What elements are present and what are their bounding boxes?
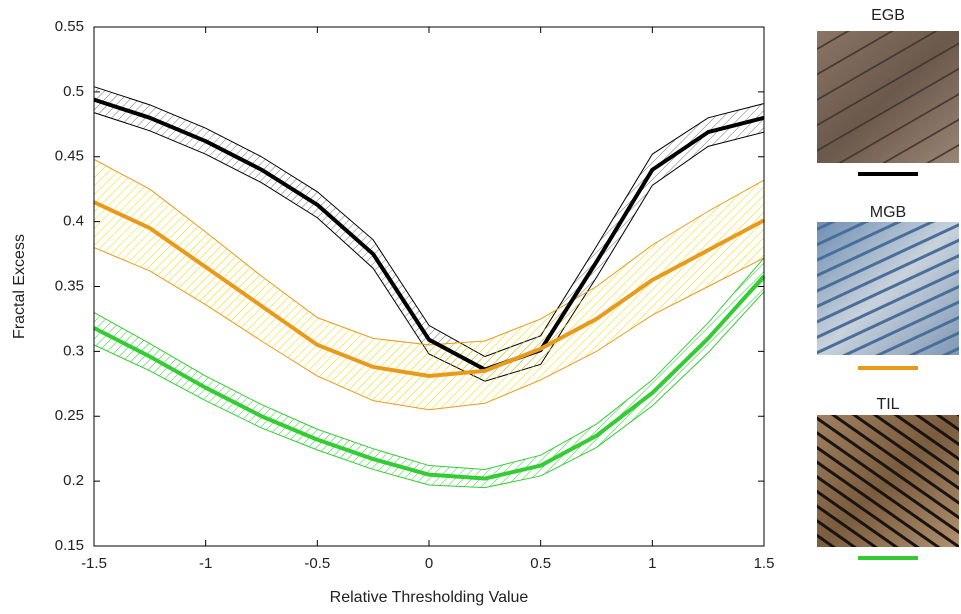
x-tick-label: 1.5 (754, 555, 775, 572)
series-line (93, 200, 765, 379)
band (94, 86, 764, 382)
band (94, 257, 764, 488)
band-edge (93, 291, 765, 489)
band-edge (93, 257, 765, 470)
band-edge (93, 86, 765, 358)
y-tick-label: 0.25 (55, 407, 84, 424)
y-tick-label: 0.5 (63, 83, 84, 100)
x-tick-label: 0 (425, 555, 433, 572)
x-tick-label: 0.5 (530, 555, 551, 572)
y-tick-label: 0.15 (55, 537, 84, 554)
y-tick-label: 0.2 (63, 472, 84, 489)
x-tick-label: -1.5 (81, 555, 107, 572)
y-axis-label: Fractal Excess (11, 234, 28, 339)
til-texture (817, 415, 959, 547)
band-edge (93, 158, 765, 346)
y-tick-label: 0.45 (55, 148, 84, 165)
y-tick-label: 0.55 (55, 18, 84, 35)
y-tick-label: 0.4 (63, 213, 84, 230)
series-line (93, 97, 765, 372)
egb-texture (817, 31, 959, 163)
image-panels (817, 31, 959, 547)
band (94, 159, 764, 410)
band-edge (93, 247, 765, 411)
series-line (93, 274, 766, 481)
legend-label: TIL (876, 396, 899, 413)
legend-label: MGB (870, 204, 906, 221)
y-tick-label: 0.3 (63, 342, 84, 359)
x-axis-label: Relative Thresholding Value (330, 589, 529, 606)
plot-frame (93, 26, 765, 547)
legend-label: EGB (871, 7, 905, 24)
y-tick-label: 0.35 (55, 277, 84, 294)
mgb-texture (817, 222, 959, 355)
x-tick-label: 1 (648, 555, 656, 572)
x-tick-label: -0.5 (304, 555, 330, 572)
x-tick-label: -1 (199, 555, 212, 572)
